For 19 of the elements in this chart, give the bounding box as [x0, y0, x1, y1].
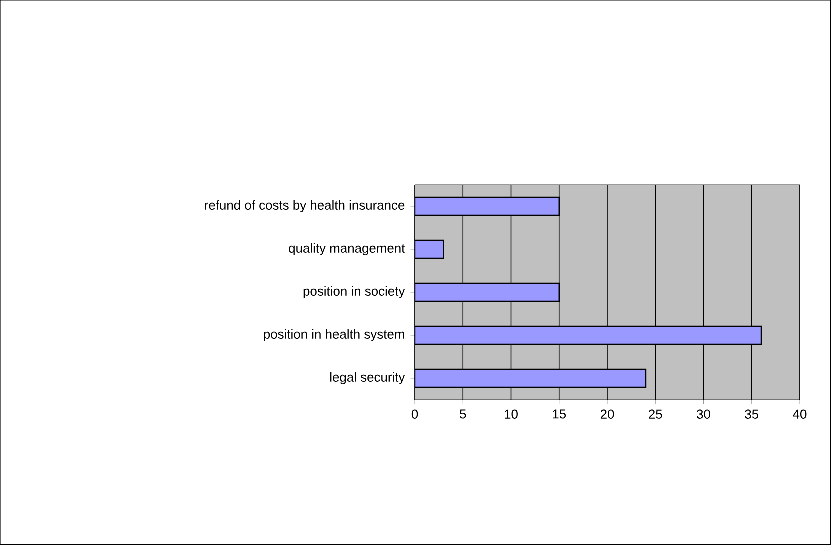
- bar: [415, 368, 647, 388]
- x-tick-label: 30: [697, 410, 710, 419]
- x-tick-label: 20: [600, 410, 614, 419]
- x-tick-label: 35: [745, 410, 759, 419]
- x-tick-label: 40: [793, 410, 807, 419]
- x-tick-label: 5: [460, 410, 466, 419]
- bar: [415, 196, 560, 216]
- x-tick-label: 25: [649, 410, 662, 419]
- y-tick-label: legal security: [330, 372, 406, 385]
- bar: [415, 326, 762, 346]
- y-tick-label: quality management: [289, 243, 406, 256]
- bar: [415, 282, 560, 302]
- y-tick-label: position in society: [304, 286, 406, 299]
- x-tick-label: 0: [412, 410, 418, 419]
- x-tick-label: 15: [553, 410, 566, 419]
- y-tick-label: position in health system: [264, 329, 404, 342]
- y-tick-label: refund of costs by health insurance: [205, 200, 405, 213]
- x-tick-label: 10: [505, 410, 518, 419]
- bar: [415, 240, 444, 260]
